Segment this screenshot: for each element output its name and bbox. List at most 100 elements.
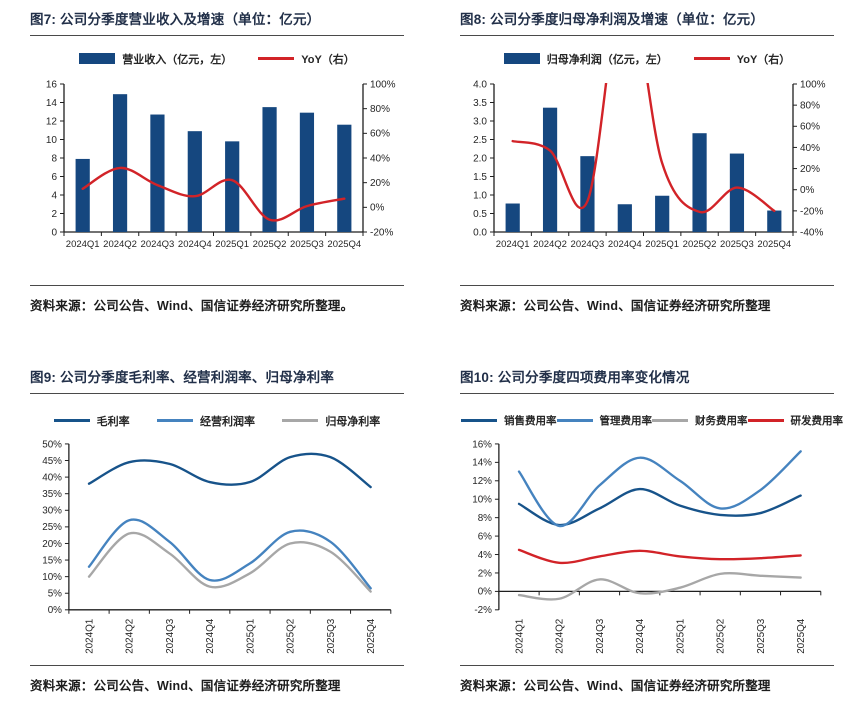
line-series bbox=[517, 450, 802, 528]
x-axis-category-label: 2025Q1 bbox=[215, 239, 249, 250]
right-axis-tick-label: 40% bbox=[800, 143, 820, 154]
figure9-legend: 毛利率 经营利润率 归母净利率 bbox=[30, 412, 404, 430]
legend-line-swatch bbox=[556, 419, 593, 423]
right-axis-tick-label: 80% bbox=[370, 104, 390, 115]
figure7-source: 资料来源：公司公告、Wind、国信证券经济研究所整理。 bbox=[30, 285, 404, 314]
expense-rates-line-chart: -2% 0% 2% 4% 6% 8% 10% 12% 14% 16% 2024Q1 2024Q2 202… bbox=[472, 439, 822, 654]
line-series bbox=[517, 571, 802, 601]
left-axis-tick-label: 45% bbox=[42, 456, 62, 467]
figure-panel-9: 图9: 公司分季度毛利率、经营利润率、归母净利率 毛利率 经营利润率 归母净利率 0… bbox=[0, 330, 430, 706]
right-axis-tick-label: 100% bbox=[800, 79, 826, 90]
line-series bbox=[517, 548, 802, 564]
margin-rates-line-chart: 0% 5% 10% 15% 20% 25% 30% 35% 40% 45% 50% 2024Q1 202… bbox=[42, 439, 392, 654]
x-axis-category-label: 2024Q2 bbox=[103, 239, 137, 250]
x-axis-category-label: 2024Q3 bbox=[595, 618, 606, 654]
right-axis-tick-label: -20% bbox=[370, 227, 393, 238]
left-axis-tick-label: 4 bbox=[51, 190, 57, 201]
legend-line-swatch bbox=[282, 419, 319, 423]
bar bbox=[187, 131, 202, 232]
legend-item: 毛利率 bbox=[53, 413, 130, 429]
left-axis-tick-label: 6% bbox=[478, 531, 492, 542]
left-axis-tick-label: 2% bbox=[478, 568, 492, 579]
net-profit-bar-line-chart: 0.0 0.5 1.0 1.5 2.0 2.5 3.0 3.5 4.0 -40% -20% 0% 20%… bbox=[473, 79, 826, 250]
line-series bbox=[511, 82, 776, 214]
figure-panel-10: 图10: 公司分季度四项费用率变化情况 销售费用率 管理费用率 财务费用率 研发费用率… bbox=[430, 330, 860, 706]
right-axis-tick-label: 80% bbox=[800, 100, 820, 111]
left-axis-tick-label: 14% bbox=[472, 458, 492, 469]
bar bbox=[655, 195, 670, 232]
line-series bbox=[87, 452, 372, 489]
right-axis-tick-label: 100% bbox=[370, 79, 396, 90]
legend-item: 销售费用率 bbox=[461, 413, 557, 428]
x-axis-category-label: 2024Q2 bbox=[533, 239, 567, 250]
left-axis-tick-label: 3.0 bbox=[473, 116, 487, 127]
legend-label: 管理费用率 bbox=[599, 415, 653, 428]
figure8-source: 资料来源：公司公告、Wind、国信证券经济研究所整理 bbox=[460, 285, 834, 314]
x-axis-category-label: 2024Q2 bbox=[555, 619, 566, 654]
x-axis-category-label: 2025Q2 bbox=[253, 239, 287, 250]
x-axis-category-label: 2025Q3 bbox=[756, 618, 767, 654]
figure-panel-8: 图8: 公司分季度归母净利润及增速（单位：亿元） 归母净利润（亿元，左） YoY（… bbox=[430, 0, 860, 330]
x-axis-category-label: 2025Q3 bbox=[720, 239, 754, 250]
bar bbox=[767, 210, 782, 232]
bar bbox=[150, 114, 165, 232]
bar bbox=[337, 124, 352, 232]
legend-item: YoY（右） bbox=[258, 51, 355, 67]
x-axis-category-label: 2025Q2 bbox=[683, 239, 717, 250]
x-axis-category-label: 2024Q2 bbox=[125, 619, 136, 654]
x-axis-category-label: 2025Q4 bbox=[366, 618, 377, 654]
x-axis-category-label: 2025Q2 bbox=[716, 619, 727, 654]
left-axis-tick-label: 25% bbox=[42, 522, 62, 533]
legend-line-swatch bbox=[747, 419, 784, 423]
left-axis-tick-label: 6 bbox=[51, 172, 57, 183]
left-axis-tick-label: 10% bbox=[472, 494, 492, 505]
line-series bbox=[81, 166, 346, 222]
figure7-title: 图7: 公司分季度营业收入及增速（单位：亿元） bbox=[30, 12, 404, 36]
left-axis-tick-label: -2% bbox=[474, 605, 492, 616]
left-axis-tick-label: 1.5 bbox=[473, 172, 487, 183]
left-axis-tick-label: 16% bbox=[472, 439, 492, 450]
legend-item: 经营利润率 bbox=[156, 413, 255, 429]
left-axis-tick-label: 2 bbox=[51, 209, 57, 220]
bar bbox=[112, 94, 128, 232]
left-axis-tick-label: 3.5 bbox=[473, 98, 487, 109]
figure8-title: 图8: 公司分季度归母净利润及增速（单位：亿元） bbox=[460, 12, 834, 36]
left-axis-tick-label: 0.0 bbox=[473, 227, 487, 238]
legend-bar-swatch bbox=[503, 53, 540, 65]
left-axis-tick-label: 10 bbox=[46, 135, 58, 146]
left-axis-tick-label: 0% bbox=[478, 587, 492, 598]
legend-line-swatch bbox=[693, 57, 730, 61]
legend-label: YoY（右） bbox=[736, 53, 791, 66]
legend-line-swatch bbox=[53, 419, 90, 423]
left-axis-tick-label: 4% bbox=[478, 550, 492, 561]
x-axis-category-label: 2024Q1 bbox=[514, 619, 525, 654]
x-axis-category-label: 2025Q1 bbox=[645, 239, 679, 250]
figure10-source: 资料来源：公司公告、Wind、国信证券经济研究所整理 bbox=[460, 665, 834, 694]
legend-label: 财务费用率 bbox=[695, 415, 748, 428]
x-axis-category-label: 2024Q4 bbox=[178, 239, 212, 250]
right-axis-tick-label: -20% bbox=[800, 206, 823, 217]
legend-label: 销售费用率 bbox=[504, 415, 557, 428]
figure-panel-7: 图7: 公司分季度营业收入及增速（单位：亿元） 营业收入（亿元，左） YoY（右）… bbox=[0, 0, 430, 330]
left-axis-tick-label: 0% bbox=[48, 605, 62, 616]
bar bbox=[729, 153, 745, 232]
left-axis-tick-label: 16 bbox=[46, 79, 58, 90]
legend-label: 毛利率 bbox=[96, 415, 130, 428]
x-axis-category-label: 2024Q1 bbox=[66, 239, 100, 250]
left-axis-tick-label: 8% bbox=[478, 513, 492, 524]
left-axis-tick-label: 4.0 bbox=[473, 79, 487, 90]
x-axis-category-label: 2024Q4 bbox=[608, 239, 642, 250]
right-axis-tick-label: 60% bbox=[370, 129, 390, 140]
legend-label: YoY（右） bbox=[301, 53, 355, 66]
x-axis-category-label: 2025Q3 bbox=[290, 239, 324, 250]
legend-line-swatch bbox=[652, 419, 688, 423]
bar bbox=[542, 107, 558, 232]
left-axis-tick-label: 8 bbox=[51, 153, 57, 164]
line-series bbox=[87, 518, 372, 590]
legend-label: 归母净利润（亿元，左） bbox=[546, 53, 668, 66]
bar-series bbox=[505, 107, 782, 232]
left-axis-tick-label: 0 bbox=[51, 227, 57, 238]
legend-item: 归母净利润（亿元，左） bbox=[503, 51, 668, 67]
bar bbox=[299, 112, 315, 232]
